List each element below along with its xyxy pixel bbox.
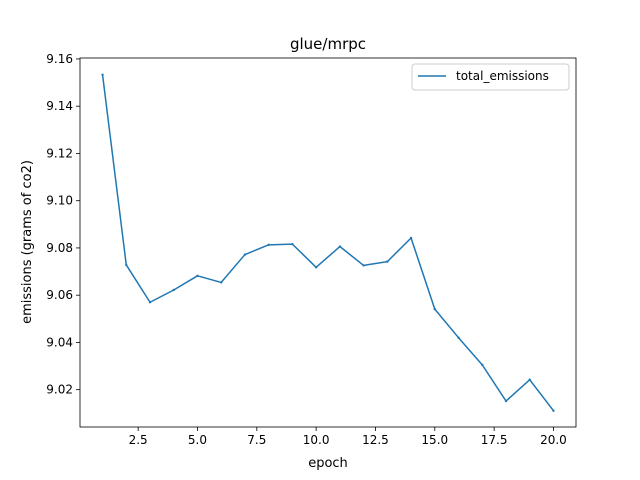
data-point xyxy=(362,264,365,267)
data-point xyxy=(314,266,318,269)
legend-box xyxy=(411,63,570,91)
x-tick-label: 2.5 xyxy=(129,433,148,447)
y-tick-label: 9.16 xyxy=(46,52,73,66)
x-tick-label: 10.0 xyxy=(303,433,330,447)
x-tick-label: 5.0 xyxy=(188,433,207,447)
plot-frame xyxy=(79,57,577,428)
chart-title: glue/mrpc xyxy=(290,35,366,53)
data-point xyxy=(125,263,128,267)
data-point xyxy=(338,245,342,248)
data-point xyxy=(291,242,294,246)
y-axis: 9.02 9.04 9.06 9.08 9.10 9.12 9.14 9.16 xyxy=(46,52,80,397)
series-line-total_emissions xyxy=(101,74,555,412)
y-tick-label: 9.14 xyxy=(46,99,73,113)
data-point xyxy=(196,274,199,278)
data-point xyxy=(172,288,175,292)
x-axis-label: epoch xyxy=(308,456,348,471)
data-point xyxy=(552,409,555,412)
x-tick-label: 15.0 xyxy=(421,433,448,447)
legend-label: total_emissions xyxy=(456,69,549,83)
data-point xyxy=(528,378,531,381)
y-tick-label: 9.10 xyxy=(46,194,73,208)
y-axis-label: emissions (grams of co2) xyxy=(20,160,35,324)
data-point xyxy=(433,307,436,311)
data-point xyxy=(148,301,152,304)
x-tick-label: 7.5 xyxy=(247,433,266,447)
x-tick-label: 17.5 xyxy=(481,433,508,447)
x-axis: 2.5 5.0 7.5 10.0 12.5 15.0 17.5 20.0 xyxy=(129,427,567,447)
data-point xyxy=(386,260,389,263)
y-tick-label: 9.12 xyxy=(46,146,73,160)
data-point xyxy=(409,236,413,240)
data-point xyxy=(504,399,508,403)
data-point xyxy=(457,336,460,339)
y-tick-label: 9.08 xyxy=(46,241,73,255)
data-point xyxy=(243,253,247,256)
plot-area xyxy=(79,57,577,428)
y-tick-label: 9.06 xyxy=(46,288,73,302)
legend: total_emissions xyxy=(411,63,570,91)
data-point xyxy=(220,281,223,284)
y-tick-label: 9.04 xyxy=(46,335,73,349)
y-tick-label: 9.02 xyxy=(46,383,73,397)
data-point xyxy=(267,243,270,247)
x-tick-label: 20.0 xyxy=(540,433,567,447)
data-point xyxy=(101,73,104,76)
data-point xyxy=(481,363,484,367)
x-tick-label: 12.5 xyxy=(362,433,389,447)
